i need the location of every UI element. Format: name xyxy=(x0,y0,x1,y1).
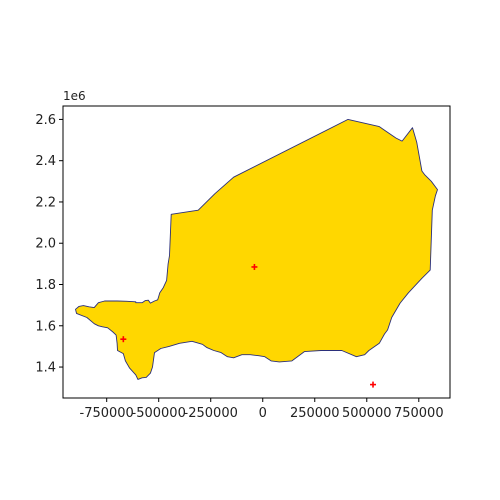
y-tick-label: 1.8 xyxy=(35,278,56,293)
x-tick-label: 500000 xyxy=(342,406,392,421)
plus-marker-2 xyxy=(251,263,258,270)
x-tick-label: 250000 xyxy=(290,406,340,421)
y-tick-label: 2.0 xyxy=(35,237,56,252)
x-axis-ticks: -750000-500000-250000 0 250000 500000 750000 xyxy=(80,398,444,421)
y-tick-label: 1.4 xyxy=(35,361,56,376)
marker-layer xyxy=(120,263,377,388)
y-tick-label: 2.6 xyxy=(35,113,56,128)
x-tick-label: -500000 xyxy=(132,406,186,421)
axes-frame xyxy=(62,105,451,399)
y-axis-ticks: 1.4 1.6 1.8 2.0 2.2 2.4 2.6 xyxy=(35,113,63,376)
country-region-shape xyxy=(75,118,438,380)
x-tick-label: 750000 xyxy=(394,406,444,421)
plus-marker-1 xyxy=(120,336,127,343)
x-tick-label: 0 xyxy=(259,406,267,421)
y-tick-label: 2.2 xyxy=(35,195,56,210)
map-axes: -750000-500000-250000 0 250000 500000 750000… xyxy=(35,89,451,421)
y-tick-label: 2.4 xyxy=(35,154,56,169)
x-tick-label: -750000 xyxy=(80,406,134,421)
x-tick-label: -250000 xyxy=(184,406,238,421)
y-axis-offset-label: 1e6 xyxy=(63,89,86,103)
plus-marker-3 xyxy=(370,381,377,388)
y-tick-label: 1.6 xyxy=(35,319,56,334)
